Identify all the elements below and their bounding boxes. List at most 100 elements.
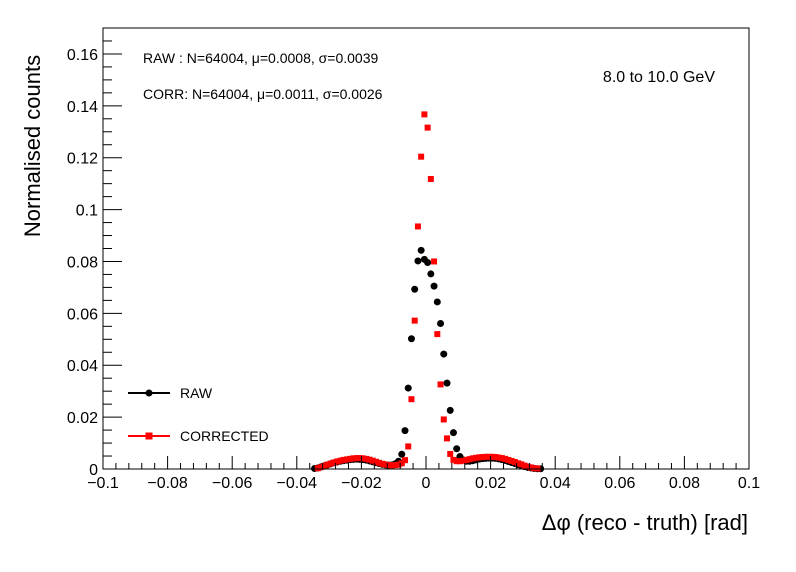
y-tick-label: 0	[89, 462, 98, 479]
energy-range-label: 8.0 to 10.0 GeV	[603, 69, 715, 86]
data-point	[482, 453, 489, 460]
data-point	[443, 379, 451, 387]
data-point	[343, 456, 350, 463]
data-point	[453, 445, 461, 453]
plot-background	[103, 28, 749, 469]
axes-layer: −0.1 −0.08 −0.06 −0.04 −0.02 0 0.02 0.04 0.06 0.0…	[67, 27, 760, 492]
data-point	[469, 455, 476, 462]
x-tick-label: −0.1	[87, 475, 119, 492]
data-point	[340, 456, 347, 463]
data-point	[424, 259, 432, 267]
data-point	[518, 461, 525, 468]
legend-raw-label: RAW	[180, 385, 213, 401]
data-point	[363, 455, 370, 462]
data-point	[446, 406, 454, 414]
data-point	[443, 435, 450, 442]
data-point	[385, 462, 392, 469]
data-point	[408, 396, 415, 403]
data-point	[505, 456, 512, 463]
data-point	[411, 317, 418, 324]
data-point	[334, 458, 341, 465]
data-point	[433, 298, 441, 306]
data-point	[527, 464, 534, 471]
data-point	[405, 443, 412, 450]
data-point	[376, 459, 383, 466]
data-point	[431, 258, 438, 265]
data-point	[524, 463, 531, 470]
data-point	[314, 465, 321, 472]
data-point	[398, 460, 405, 467]
data-point	[437, 319, 445, 327]
raw-stats-annotation: RAW : N=64004, μ=0.0008, σ=0.0039	[143, 50, 379, 66]
y-tick-label: 0.04	[67, 358, 98, 375]
y-tick-label: 0.08	[67, 254, 98, 271]
data-point	[485, 453, 492, 460]
x-tick-label: 0.1	[738, 475, 760, 492]
data-point	[495, 454, 502, 461]
series-layer	[311, 111, 545, 473]
legend: RAW CORRECTED	[128, 385, 269, 444]
legend-corrected-marker	[145, 432, 153, 440]
corr-stats-annotation: CORR: N=64004, μ=0.0011, σ=0.0026	[143, 86, 383, 102]
data-point	[347, 455, 354, 462]
data-point	[440, 350, 448, 358]
data-point	[417, 246, 425, 254]
x-tick-label: −0.02	[341, 475, 382, 492]
data-point	[421, 111, 428, 118]
data-point	[414, 257, 422, 265]
data-point	[418, 153, 425, 160]
data-point	[449, 429, 457, 437]
data-point	[411, 285, 419, 293]
series-corrected	[314, 111, 541, 472]
data-point	[508, 457, 515, 464]
y-tick-label: 0.02	[67, 410, 98, 427]
data-point	[450, 456, 457, 463]
data-point	[427, 175, 434, 182]
data-point	[407, 335, 415, 343]
data-point	[414, 223, 421, 230]
y-tick-label: 0.06	[67, 306, 98, 323]
data-point	[356, 455, 363, 462]
data-point	[389, 462, 396, 469]
data-point	[502, 455, 509, 462]
x-tick-label: −0.04	[277, 475, 318, 492]
data-point	[534, 465, 541, 472]
data-point	[402, 457, 409, 464]
y-tick-label: 0.1	[76, 203, 98, 220]
y-tick-label: 0.14	[67, 99, 98, 116]
data-point	[453, 458, 460, 465]
y-axis-title: Normalised counts	[20, 55, 45, 237]
x-tick-label: 0.06	[604, 475, 635, 492]
data-point	[372, 458, 379, 465]
data-point	[404, 384, 412, 392]
x-tick-label: −0.06	[212, 475, 253, 492]
data-point	[401, 427, 409, 435]
data-point	[440, 416, 447, 423]
data-point	[476, 454, 483, 461]
data-point	[473, 454, 480, 461]
data-point	[353, 455, 360, 462]
data-point	[434, 331, 441, 338]
data-point	[321, 462, 328, 469]
data-point	[447, 450, 454, 457]
legend-raw-marker	[145, 389, 153, 397]
data-point	[479, 454, 486, 461]
x-tick-label: 0.08	[669, 475, 700, 492]
data-point	[398, 450, 406, 458]
data-point	[521, 462, 528, 469]
data-point	[392, 462, 399, 469]
data-point	[337, 457, 344, 464]
x-tick-label: 0	[422, 475, 431, 492]
data-point	[430, 282, 438, 290]
data-point	[460, 457, 467, 464]
data-point	[324, 461, 331, 468]
x-tick-label: 0.04	[540, 475, 571, 492]
data-point	[369, 457, 376, 464]
data-point	[379, 460, 386, 467]
data-point	[492, 454, 499, 461]
data-point	[515, 460, 522, 467]
data-point	[360, 455, 367, 462]
x-tick-label: −0.08	[147, 475, 188, 492]
data-point	[395, 461, 402, 468]
